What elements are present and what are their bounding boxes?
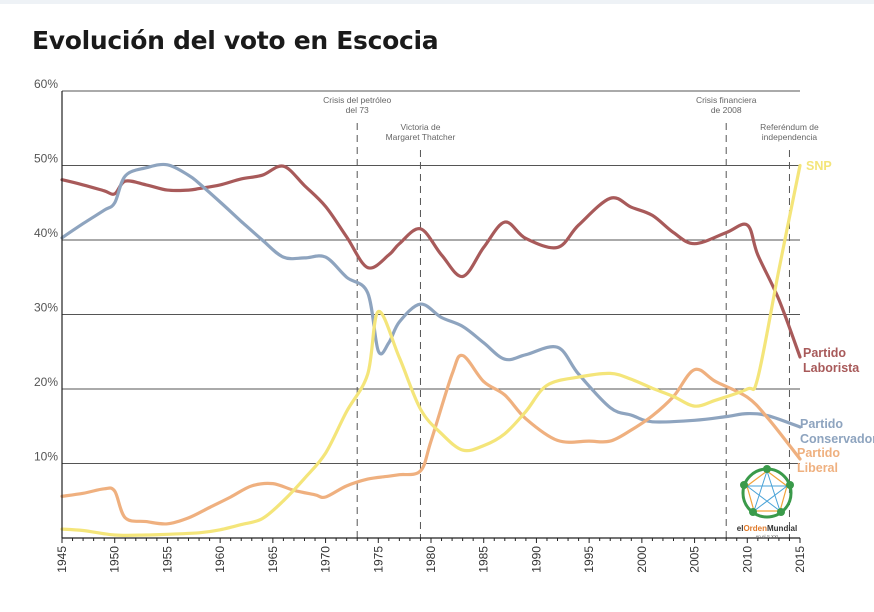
y-tick-label: 40%	[34, 226, 58, 240]
series-labels: PartidoLaboristaPartidoConservadorPartid…	[797, 159, 874, 475]
x-tick-label: 2010	[740, 546, 754, 573]
chart-title: Evolución del voto en Escocia	[32, 26, 439, 55]
logo-node	[740, 481, 748, 489]
x-tick-label: 2000	[635, 546, 649, 573]
y-tick-label: 10%	[34, 450, 58, 464]
event-label: Crisis del petróleo	[323, 95, 391, 105]
logo-node	[786, 481, 794, 489]
event-label: Victoria de	[400, 122, 440, 132]
logo-node	[763, 465, 771, 473]
logo-node	[749, 508, 757, 516]
x-tick-label: 1970	[319, 546, 333, 573]
y-tick-label: 30%	[34, 301, 58, 315]
x-tick-label: 2005	[688, 546, 702, 573]
x-tick-label: 1985	[477, 546, 491, 573]
event-label: Referéndum de	[760, 122, 819, 132]
event-label: independencia	[762, 132, 818, 142]
x-tick-label: 1950	[108, 546, 122, 573]
logo-star-inner	[745, 469, 789, 513]
x-tick-label: 1965	[266, 546, 280, 573]
grid-lines: 10% 20% 30% 40% 50% 60%	[34, 77, 800, 464]
x-tick-label: 1960	[213, 546, 227, 573]
x-tick-label: 1945	[55, 546, 69, 573]
svg-text:elOrdenMundial: elOrdenMundial	[737, 524, 797, 533]
y-tick-label: 20%	[34, 375, 58, 389]
series-lines	[60, 162, 802, 537]
series-label-liberal: Liberal	[797, 461, 838, 475]
series-label-snp: SNP	[806, 159, 832, 173]
logo: elOrdenMundial en el S.XXI	[737, 465, 797, 539]
x-tick-label: 2015	[793, 546, 807, 573]
x-tick-label: 1980	[424, 546, 438, 573]
logo-text-orden: Orden	[743, 524, 767, 533]
logo-text-mundial: Mundial	[767, 524, 797, 533]
series-label-liberal: Partido	[797, 446, 840, 460]
logo-star	[746, 470, 788, 512]
event-label: Crisis financiera	[696, 95, 757, 105]
x-tick-label: 1995	[582, 546, 596, 573]
y-tick-label: 60%	[34, 77, 58, 91]
top-rule	[0, 0, 874, 4]
x-tick-label: 1975	[371, 546, 385, 573]
logo-tagline: en el S.XXI	[756, 534, 779, 539]
logo-node	[777, 508, 785, 516]
series-label-laborista: Laborista	[803, 361, 860, 375]
event-label: del 73	[346, 105, 369, 115]
logo-text-el: el	[737, 524, 744, 533]
axes: 1945 1950 1955 1960 1965 1970 1975 1980 1985 1990…	[55, 91, 807, 573]
series-label-laborista: Partido	[803, 346, 846, 360]
series-line-snp	[60, 163, 802, 537]
x-tick-label: 1955	[160, 546, 174, 573]
x-tick-label: 1990	[529, 546, 543, 573]
event-label: de 2008	[711, 105, 742, 115]
series-label-conservador: Conservador	[800, 432, 874, 446]
series-line-laborista	[60, 164, 802, 359]
event-label: Margaret Thatcher	[386, 132, 456, 142]
series-line-liberal	[60, 353, 802, 526]
y-tick-label: 50%	[34, 152, 58, 166]
series-line-conservador	[60, 162, 802, 429]
series-label-conservador: Partido	[800, 417, 843, 431]
